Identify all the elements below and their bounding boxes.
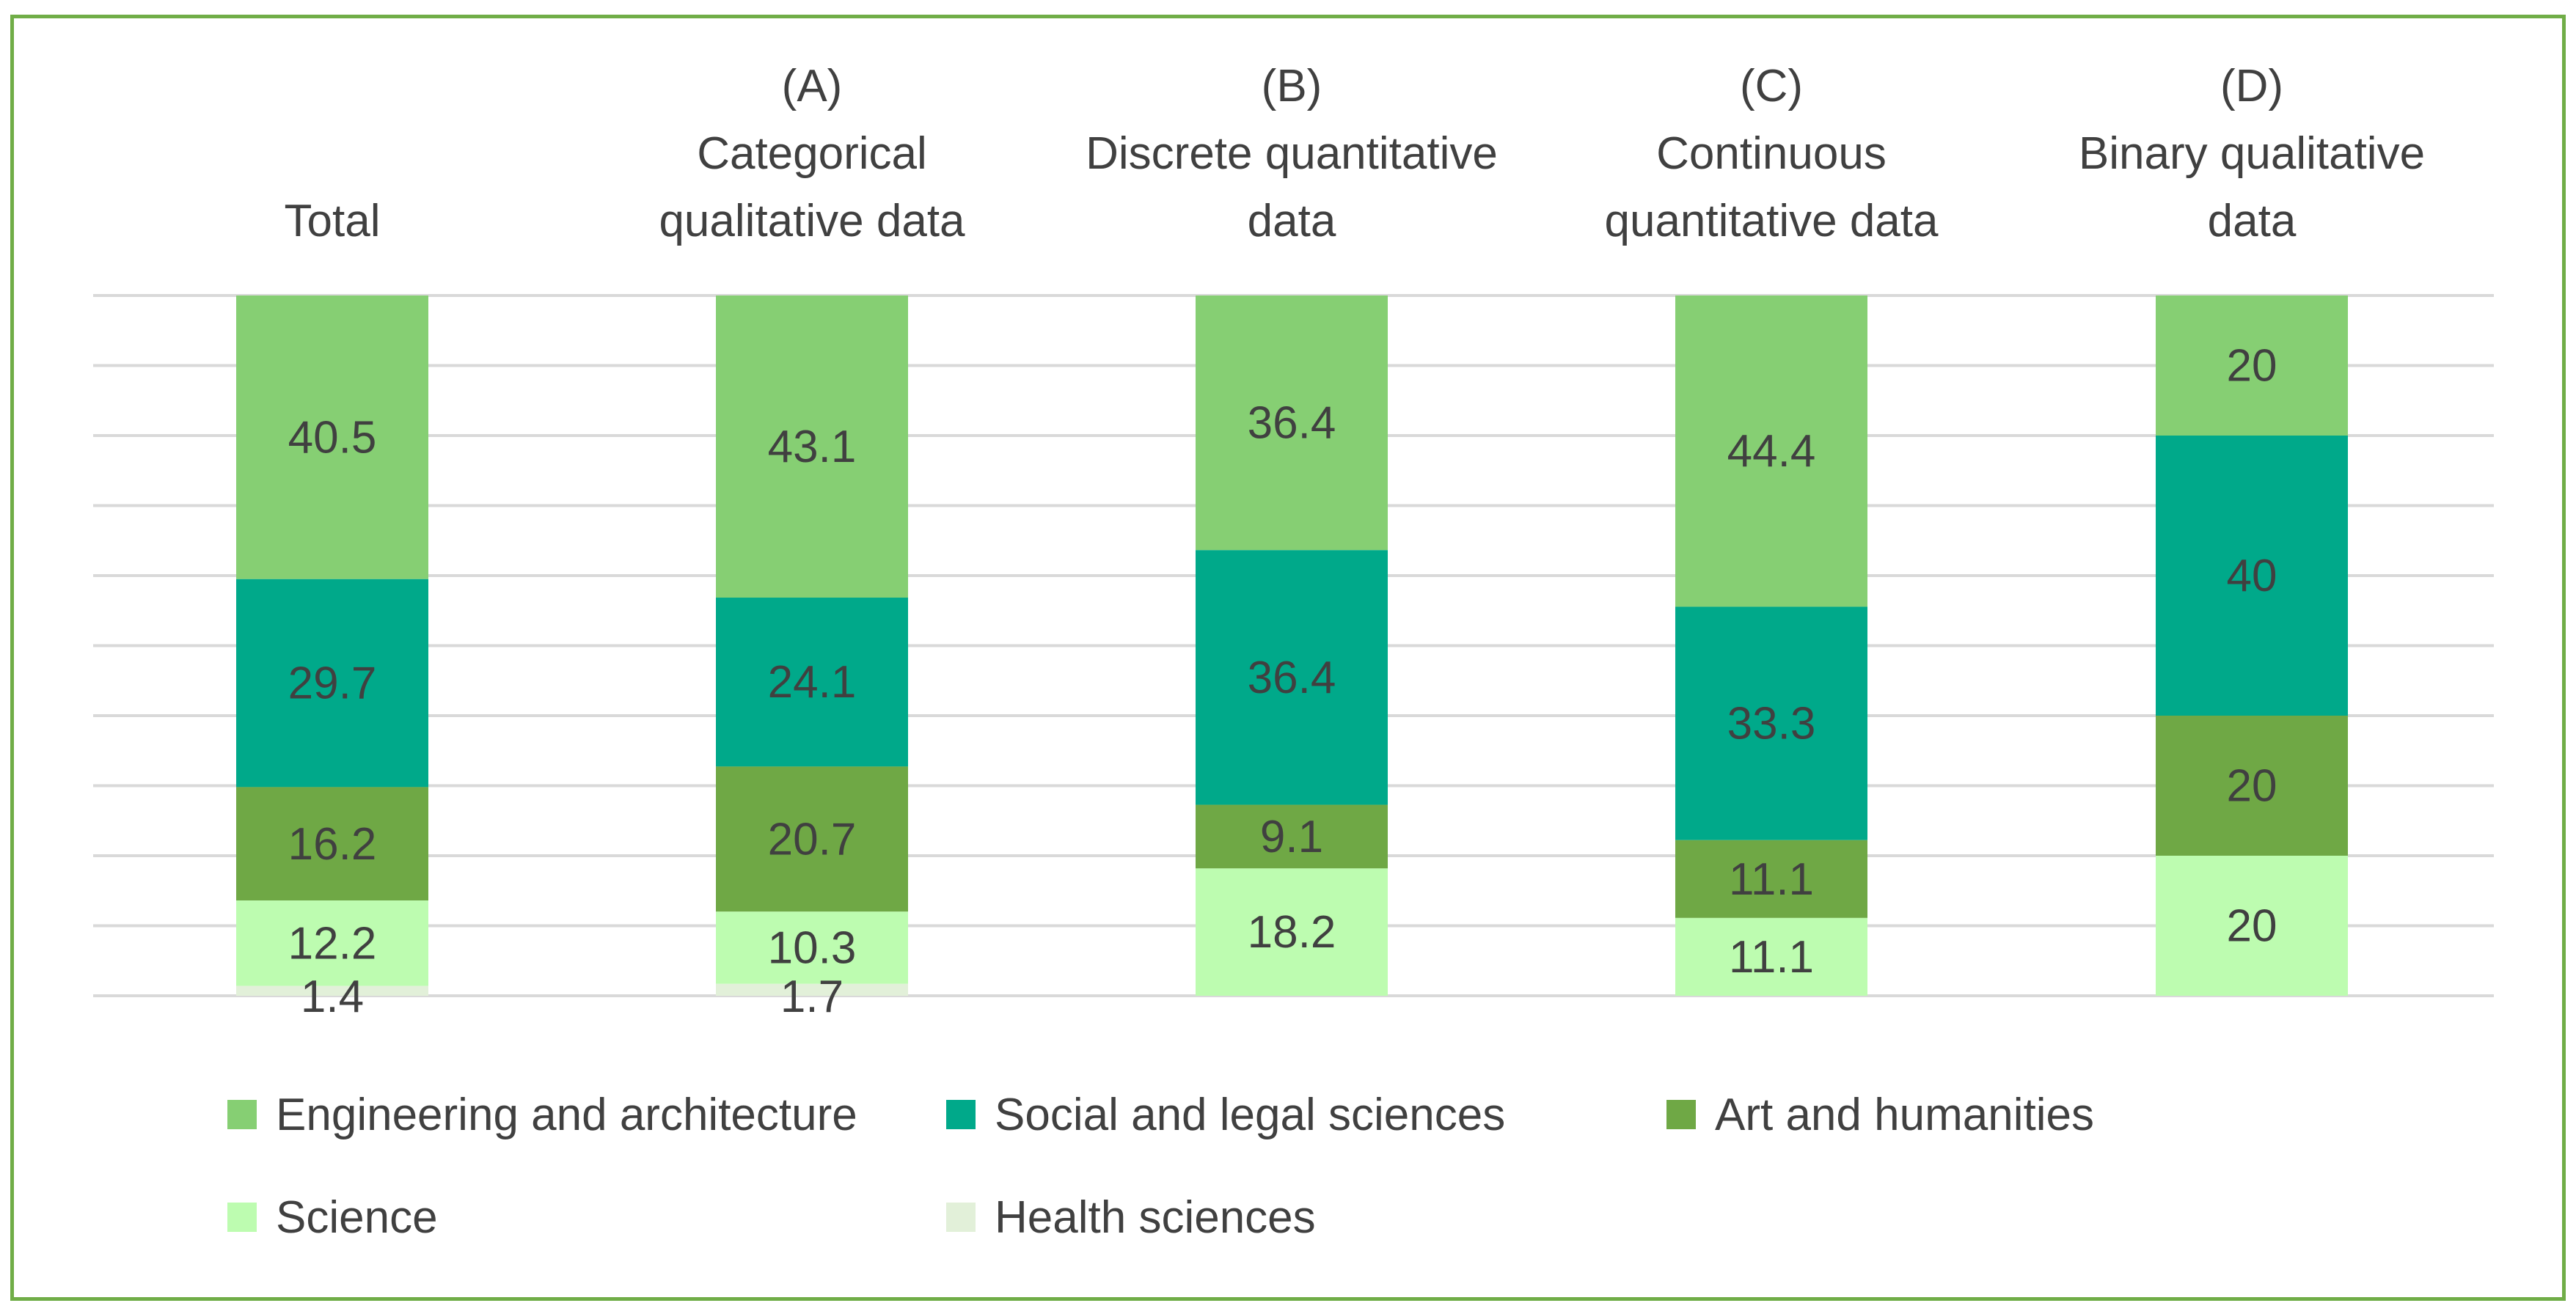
data-label: 1.7: [780, 972, 844, 1022]
bar-segment: [236, 900, 428, 986]
legend-label: Art and humanities: [1715, 1090, 2094, 1140]
data-label: 12.2: [288, 918, 377, 969]
data-label: 9.1: [1260, 812, 1323, 862]
data-label: 24.1: [768, 657, 857, 708]
category-label: (C) Continuous quantitative data: [1604, 61, 1939, 246]
data-label: 20: [2227, 341, 2277, 392]
legend-label: Health sciences: [995, 1192, 1316, 1243]
bar-segment: [1675, 296, 1867, 607]
bar-segment: [1196, 804, 1388, 869]
bars: [236, 296, 2348, 996]
data-label: 10.3: [768, 923, 857, 974]
data-label: 36.4: [1248, 653, 1336, 703]
bar-segment: [2156, 716, 2348, 856]
data-label: 36.4: [1248, 398, 1336, 449]
category-label: (A) Categorical qualitative data: [659, 61, 965, 246]
data-label: 20: [2227, 761, 2277, 812]
category-label: (B) Discrete quantitative data: [1086, 61, 1498, 246]
bar-segment: [236, 296, 428, 579]
bar-segment: [2156, 436, 2348, 716]
bar-segment: [716, 296, 908, 598]
bar-segment: [1196, 550, 1388, 805]
bar-segment: [236, 986, 428, 996]
bar-segment: [1675, 917, 1867, 996]
category-label: (D) Binary qualitative data: [2079, 61, 2425, 246]
data-label: 16.2: [288, 819, 377, 870]
legend-swatch: [227, 1203, 257, 1232]
category-label: Total: [285, 196, 381, 246]
data-label: 43.1: [768, 422, 857, 472]
bar-segment: [716, 598, 908, 767]
legend-swatch: [946, 1203, 976, 1232]
bar-segment: [1675, 840, 1867, 918]
data-label: 40: [2227, 551, 2277, 601]
bar-segment: [716, 911, 908, 984]
data-label: 44.4: [1727, 426, 1816, 477]
legend-swatch: [1666, 1100, 1696, 1129]
category-labels: Total (A) Categorical qualitative data (B) Di…: [285, 61, 2426, 246]
bar-segment: [1675, 606, 1867, 840]
bar-segment: [716, 766, 908, 912]
data-label: 40.5: [288, 412, 377, 463]
data-label: 11.1: [1729, 932, 1814, 983]
legend: Engineering and architecture Social and l…: [227, 1090, 2094, 1243]
bar-segment: [2156, 296, 2348, 436]
legend-swatch: [946, 1100, 976, 1129]
data-label: 18.2: [1248, 907, 1336, 958]
data-label: 20.7: [768, 814, 857, 865]
data-label: 29.7: [288, 658, 377, 709]
legend-label: Science: [276, 1192, 438, 1243]
bar-segment: [1196, 296, 1388, 551]
data-label: 33.3: [1727, 699, 1816, 749]
data-label: 1.4: [301, 972, 364, 1022]
bar-segment: [1196, 868, 1388, 996]
data-label: 11.1: [1729, 854, 1814, 905]
data-label: 20: [2227, 901, 2277, 952]
legend-label: Engineering and architecture: [276, 1090, 857, 1140]
bar-segment: [2156, 856, 2348, 996]
bar-segment: [236, 579, 428, 788]
bar-segment: [716, 983, 908, 996]
legend-label: Social and legal sciences: [995, 1090, 1505, 1140]
bar-segment: [236, 787, 428, 901]
legend-swatch: [227, 1100, 257, 1129]
value-labels: 40.5 29.7 16.2 12.21.4 43.1 24.1 20.7 10.31.7 36…: [288, 341, 2277, 1023]
